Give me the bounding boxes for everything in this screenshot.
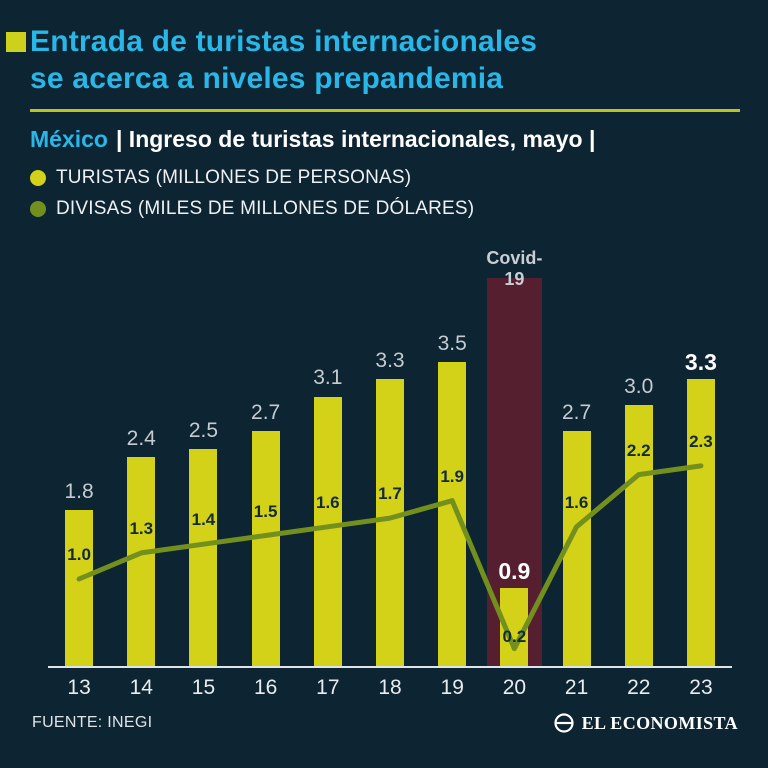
line-value-label: 1.4 xyxy=(191,510,216,530)
bar-turistas-23 xyxy=(686,379,715,667)
bar-turistas-15 xyxy=(189,448,218,667)
divisas-dot-icon xyxy=(30,201,46,218)
divisas-line xyxy=(76,463,704,652)
x-tick-label: 22 xyxy=(627,676,651,700)
x-tick-label: 13 xyxy=(67,676,91,700)
line-value-label: 2.3 xyxy=(689,432,713,452)
line-value-label: 2.2 xyxy=(626,440,651,460)
legend-label-divisas: DIVISAS (MILES DE MILLONES DE DÓLARES) xyxy=(56,198,475,220)
x-tick-label: 16 xyxy=(253,676,278,700)
legend-label-turistas: TURISTAS (MILLONES DE PERSONAS) xyxy=(56,167,412,189)
line-value-label: 1.6 xyxy=(315,492,340,512)
chart: Covid-19 1.8 2.4 2.5 2.7 3.1 3.3 3.5 0.9 2.7 3.0 3.… xyxy=(48,236,732,700)
el-economista-logo-icon xyxy=(553,713,574,733)
bar-value-label: 3.3 xyxy=(375,349,405,373)
turistas-dot-icon xyxy=(30,170,46,187)
x-tick-label: 17 xyxy=(316,676,340,700)
title-divider xyxy=(30,109,740,113)
x-tick-label: 18 xyxy=(378,676,402,700)
legend-item-divisas: DIVISAS (MILES DE MILLONES DE DÓLARES) xyxy=(30,198,740,220)
page-title-line1: Entrada de turistas internacionales xyxy=(30,25,538,58)
footer: FUENTE: INEGI EL ECONOMISTA xyxy=(32,712,738,734)
bar-value-label: 3.1 xyxy=(313,366,343,390)
subtitle-text: | Ingreso de turistas internacionales, m… xyxy=(115,126,596,153)
bar-value-label: 2.7 xyxy=(251,401,281,425)
bar-value-label: 2.7 xyxy=(561,401,592,425)
line-value-label: 1.7 xyxy=(378,484,402,504)
bar-turistas-22 xyxy=(624,405,653,667)
x-tick-label: 23 xyxy=(689,676,713,700)
legend: TURISTAS (MILLONES DE PERSONAS) DIVISAS … xyxy=(30,167,740,220)
covid-annotation: Covid-19 xyxy=(486,248,543,290)
line-value-label: 1.0 xyxy=(67,545,91,565)
plot-area: Covid-19 1.8 2.4 2.5 2.7 3.1 3.3 3.5 0.9 2.7 3.0 3.… xyxy=(48,236,732,667)
brand-name: EL ECONOMISTA xyxy=(581,712,738,733)
line-value-label: 1.3 xyxy=(129,519,154,539)
page-title: Entrada de turistas internacionales se a… xyxy=(30,24,740,97)
line-value-label: 1.9 xyxy=(440,466,464,486)
chart-subtitle: México | Ingreso de turistas internaciona… xyxy=(30,126,740,153)
x-axis-line xyxy=(48,666,732,669)
brand: EL ECONOMISTA xyxy=(553,712,738,734)
bar-value-label: 3.5 xyxy=(437,331,467,355)
bar-turistas-16 xyxy=(251,431,280,667)
bar-turistas-14 xyxy=(127,457,156,667)
bar-value-label: 0.9 xyxy=(498,557,531,584)
x-tick-label: 19 xyxy=(440,676,464,700)
source-text: FUENTE: INEGI xyxy=(32,714,153,732)
accent-square xyxy=(6,32,26,52)
x-tick-label: 21 xyxy=(564,676,589,700)
bar-value-label: 3.3 xyxy=(684,349,717,376)
infographic: Entrada de turistas internacionales se a… xyxy=(30,24,740,734)
legend-item-turistas: TURISTAS (MILLONES DE PERSONAS) xyxy=(30,167,740,189)
bar-turistas-19 xyxy=(438,361,467,667)
line-value-label: 1.5 xyxy=(253,501,278,521)
bar-value-label: 2.5 xyxy=(188,418,219,442)
bar-turistas-18 xyxy=(376,379,404,667)
line-value-label: 0.2 xyxy=(502,626,527,646)
line-value-label: 1.6 xyxy=(564,492,589,512)
bar-value-label: 3.0 xyxy=(624,375,654,399)
x-tick-label: 20 xyxy=(502,676,527,700)
x-tick-label: 15 xyxy=(191,676,216,700)
bar-turistas-13 xyxy=(65,509,94,667)
subtitle-country: México xyxy=(30,126,108,153)
bar-value-label: 1.8 xyxy=(64,479,94,503)
bar-turistas-17 xyxy=(313,396,342,667)
page-title-line2: se acerca a niveles prepandemia xyxy=(30,61,504,95)
x-tick-label: 14 xyxy=(129,676,153,700)
bar-value-label: 2.4 xyxy=(126,427,156,451)
x-axis-labels: 13 14 15 16 17 18 19 20 21 22 23 xyxy=(48,668,732,700)
